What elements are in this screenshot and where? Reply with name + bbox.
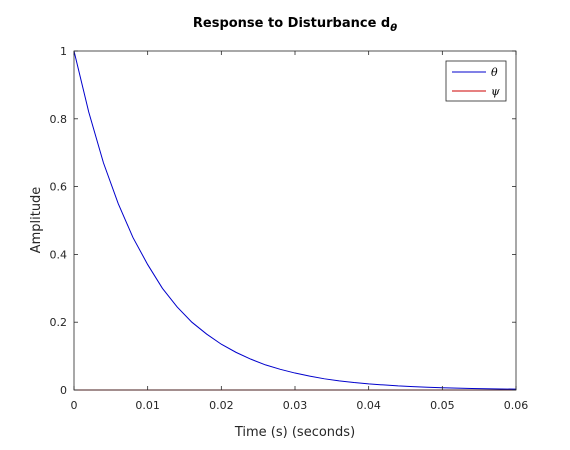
x-tick-label: 0: [71, 399, 78, 412]
x-tick-label: 0.06: [504, 399, 529, 412]
y-tick-label: 0.8: [50, 113, 68, 126]
chart-title: Response to Disturbance dθ: [193, 16, 397, 34]
x-tick-label: 0.03: [283, 399, 308, 412]
plot-area: [74, 51, 516, 390]
y-tick-label: 0.6: [50, 181, 68, 194]
legend-box: [445, 60, 507, 102]
y-tick-label: 0.4: [50, 248, 68, 261]
x-axis-label: Time (s) (seconds): [234, 425, 355, 440]
chart-title-main: Response to Disturbance d: [193, 16, 390, 31]
y-tick-label: 0: [60, 384, 67, 397]
legend-label: θ: [491, 66, 498, 79]
x-tick-label: 0.02: [209, 399, 234, 412]
chart-title-subscript: θ: [390, 23, 397, 34]
x-tick-label: 0.01: [135, 399, 160, 412]
x-tick-label: 0.05: [430, 399, 455, 412]
y-tick-label: 0.2: [50, 316, 68, 329]
legend: θψ: [445, 60, 507, 102]
y-tick-label: 1: [60, 45, 67, 58]
x-tick-label: 0.04: [356, 399, 381, 412]
y-axis-label: Amplitude: [29, 187, 44, 254]
ticks-layer: 0 0.01 0.02 0.03 0.04 0.05 0.06 0 0.2 0.4 0.6 0.8 1: [50, 45, 529, 412]
legend-label: ψ: [491, 85, 500, 98]
